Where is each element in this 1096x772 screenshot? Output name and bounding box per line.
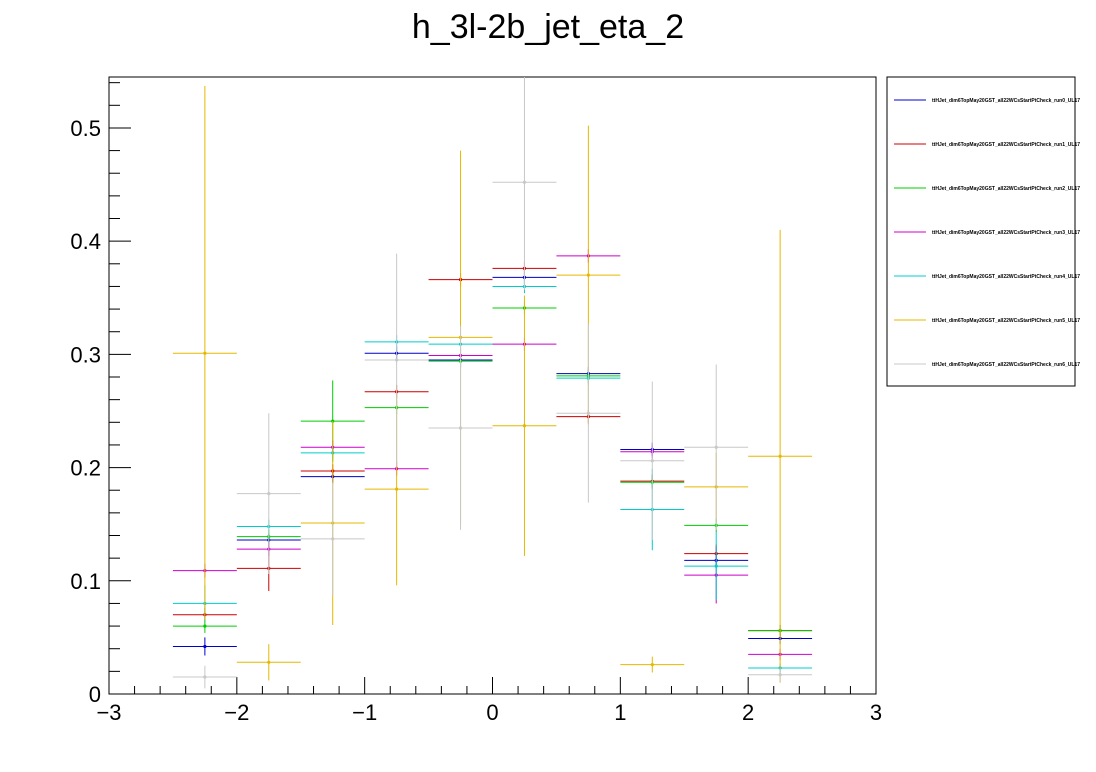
y-tick-label: 0.1 [70, 569, 101, 594]
data-point [778, 454, 782, 458]
axes: −3 −2 −1 0 1 2 3 0 0.1 0.2 0.3 0.4 0.5 [70, 82, 882, 725]
data-point [203, 644, 207, 649]
series-run6 [172, 77, 813, 689]
series-layer [172, 77, 813, 689]
data-point [650, 662, 654, 667]
legend-label: ttHJet_dim6TopMay20GST_all22WCsStartPtCh… [932, 230, 1080, 236]
data-point [522, 424, 527, 428]
x-tick-label: 3 [870, 700, 882, 725]
legend-label: ttHJet_dim6TopMay20GST_all22WCsStartPtCh… [932, 362, 1080, 368]
data-point [522, 180, 527, 184]
legend-label: ttHJet_dim6TopMay20GST_all22WCsStartPtCh… [932, 98, 1080, 104]
y-tick-label: 0.3 [70, 342, 101, 367]
data-point [203, 351, 207, 355]
data-point [395, 358, 399, 362]
x-tick-label: 0 [486, 700, 498, 725]
data-point [778, 673, 782, 677]
chart-title: h_3l-2b_jet_eta_2 [412, 8, 684, 46]
x-tick-label: −1 [352, 700, 377, 725]
data-point [714, 445, 718, 449]
x-tick-label: 2 [742, 700, 754, 725]
data-point [586, 411, 590, 415]
y-tick-label: 0.5 [70, 116, 101, 141]
y-tick-label: 0.4 [70, 229, 101, 254]
legend-label: ttHJet_dim6TopMay20GST_all22WCsStartPtCh… [932, 142, 1080, 148]
legend-label: ttHJet_dim6TopMay20GST_all22WCsStartPtCh… [932, 318, 1080, 324]
x-tick-label: 1 [614, 700, 626, 725]
data-point [650, 459, 654, 463]
data-point [586, 273, 590, 277]
data-point [395, 487, 399, 491]
data-point [458, 426, 463, 430]
data-point [267, 492, 271, 496]
legend-label: ttHJet_dim6TopMay20GST_all22WCsStartPtCh… [932, 274, 1080, 280]
legend: ttHJet_dim6TopMay20GST_all22WCsStartPtCh… [894, 98, 1080, 368]
x-tick-label: −3 [96, 700, 121, 725]
data-point [203, 675, 207, 679]
legend-label: ttHJet_dim6TopMay20GST_all22WCsStartPtCh… [932, 186, 1080, 192]
data-point [203, 624, 207, 628]
y-tick-label: 0.2 [70, 456, 101, 481]
data-point [714, 564, 718, 568]
y-tick-label: 0 [89, 682, 101, 707]
data-point [331, 537, 335, 541]
data-point [267, 660, 271, 664]
x-tick-label: −2 [224, 700, 249, 725]
plot-frame [108, 76, 877, 695]
